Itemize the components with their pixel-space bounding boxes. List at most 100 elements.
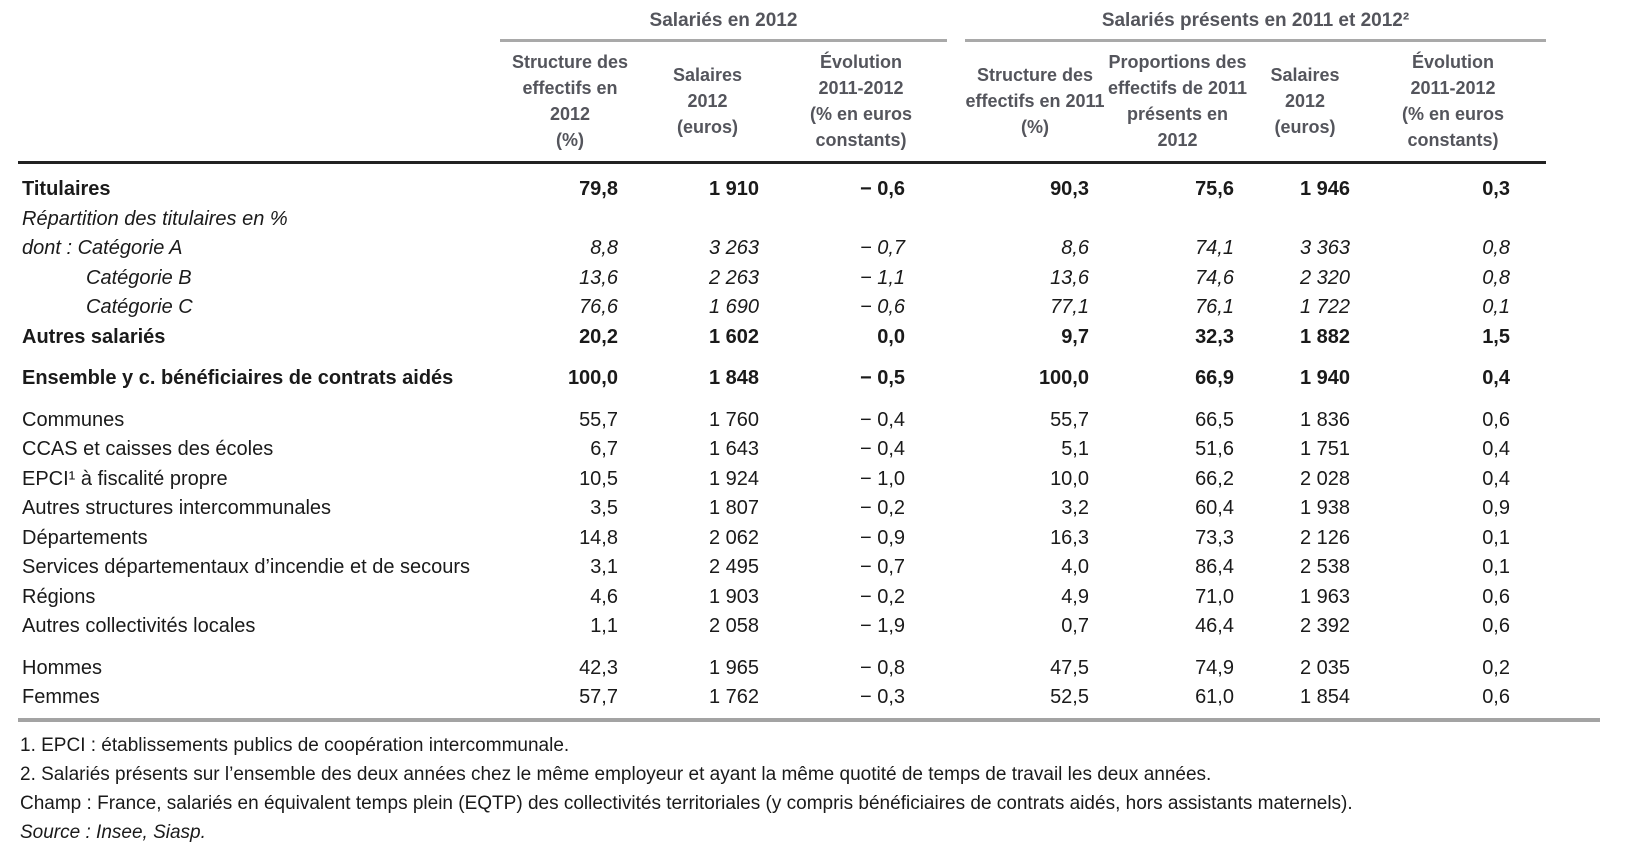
cell: 0,1: [1482, 556, 1510, 578]
footnote-1: 1. EPCI : établissements publics de coop…: [20, 735, 570, 756]
footnote-source: Source : Insee, Siasp.: [20, 822, 206, 843]
column-header: Structure des effectifs en 2011 (%): [965, 40, 1105, 164]
group-spacer: [947, 10, 965, 41]
table-row: Autres structures intercommunales 3,5 1 80…: [18, 493, 1546, 523]
cell: 86,4: [1195, 556, 1234, 578]
cell: − 0,4: [859, 438, 905, 460]
cell: 2 035: [1299, 656, 1350, 679]
cell: 0,6: [1482, 408, 1510, 431]
row-label: Services départementaux d’incendie et de…: [22, 556, 471, 578]
column-header: Structure des effectifs en 2012 (%): [500, 40, 640, 164]
cell: 1 938: [1299, 497, 1350, 519]
cell: 0,3: [1482, 178, 1510, 200]
cell: 1 751: [1299, 438, 1350, 460]
cell: 1 722: [1299, 296, 1350, 318]
cell: 14,8: [579, 526, 618, 549]
cell: 52,5: [1050, 686, 1089, 708]
cell: − 0,2: [859, 585, 905, 608]
row-spacer: [947, 582, 965, 612]
cell: 0,1: [1482, 296, 1510, 318]
cell: 0,4: [1482, 367, 1510, 389]
table-row: Communes 55,7 1 760 − 0,4 55,7 66,5 1 836 0,6: [18, 393, 1546, 435]
cell: 0,6: [1482, 686, 1510, 708]
cell: 1 836: [1299, 408, 1350, 431]
footnote-2: 2. Salariés présents sur l’ensemble des …: [20, 764, 1212, 785]
cell: 3,1: [590, 556, 618, 578]
cell: 2 028: [1299, 467, 1350, 490]
table-row: Catégorie B 13,6 2 263 − 1,1 13,6 74,6 2 320 0,…: [18, 263, 1546, 293]
row-label: Femmes: [22, 686, 100, 708]
cell: 1 643: [708, 438, 759, 460]
cell: − 0,7: [859, 237, 905, 259]
cell: 2 320: [1299, 266, 1350, 289]
table-body: Titulaires 79,8 1 910 − 0,6 90,3 75,6 1 946 0,3…: [18, 163, 1546, 719]
row-spacer: [947, 464, 965, 494]
cell: 1 854: [1299, 686, 1350, 708]
cell: − 0,6: [859, 178, 905, 200]
cell: 61,0: [1195, 686, 1234, 708]
cell: 4,0: [1061, 556, 1089, 578]
row-spacer: [947, 552, 965, 582]
column-spacer: [947, 40, 965, 164]
row-spacer: [947, 393, 965, 435]
cell: 0,0: [877, 325, 905, 348]
row-label: Régions: [22, 585, 96, 608]
cell: − 0,8: [859, 656, 905, 679]
table-row: Départements 14,8 2 062 − 0,9 16,3 73,3 2 126 0…: [18, 523, 1546, 553]
column-header-row: Structure des effectifs en 2012 (%) Salai…: [18, 40, 1546, 164]
group-header: Salariés présents en 2011 et 2012²: [965, 10, 1546, 42]
cell: 1 940: [1299, 367, 1350, 389]
cell: 32,3: [1195, 325, 1234, 348]
cell: 1 910: [708, 178, 759, 200]
cell: 76,1: [1195, 296, 1234, 318]
row-label: Répartition des titulaires en %: [22, 207, 288, 230]
row-spacer: [947, 322, 965, 352]
row-spacer: [947, 641, 965, 683]
table-row: Répartition des titulaires en %: [18, 204, 1546, 234]
group-header-row: Salariés en 2012 Salariés présents en 201…: [18, 10, 1546, 164]
row-label: Catégorie C: [86, 296, 193, 318]
row-label: Autres structures intercommunales: [22, 497, 332, 519]
cell: 1 924: [708, 467, 759, 490]
row-spacer: [947, 292, 965, 322]
row-spacer: [947, 434, 965, 464]
row-spacer: [947, 204, 965, 234]
cell: 3,5: [590, 497, 618, 519]
cell: 0,7: [1061, 615, 1089, 637]
table-row: Ensemble y c. bénéficiaires de contrats …: [18, 351, 1546, 393]
row-label: dont : Catégorie A: [22, 237, 183, 259]
row-label: Autres collectivités locales: [22, 615, 256, 637]
table-row: Services départementaux d’incendie et de…: [18, 552, 1546, 582]
cell: 0,1: [1482, 526, 1510, 549]
cell: − 0,2: [859, 497, 905, 519]
cell: 2 062: [708, 526, 759, 549]
cell: 1,1: [590, 615, 618, 637]
cell: 66,2: [1195, 467, 1234, 490]
cell: 1 807: [708, 497, 759, 519]
cell: 0,2: [1482, 656, 1510, 679]
cell: 66,5: [1195, 408, 1234, 431]
footnotes: 1. EPCI : établissements publics de coop…: [18, 731, 1638, 847]
cell: 74,6: [1195, 266, 1234, 289]
table-row: CCAS et caisses des écoles 6,7 1 643 − 0,4 5…: [18, 434, 1546, 464]
row-label: Hommes: [22, 656, 103, 679]
cell: 6,7: [590, 438, 618, 460]
row-spacer: [947, 523, 965, 553]
column-header: Évolution 2011-2012 (% en euros constant…: [775, 40, 947, 164]
cell: 0,4: [1482, 467, 1510, 490]
cell: 55,7: [1050, 408, 1089, 431]
cell: 1 903: [708, 585, 759, 608]
column-header: Évolution 2011-2012 (% en euros constant…: [1360, 40, 1546, 164]
cell: 79,8: [579, 178, 618, 200]
table-row: Hommes 42,3 1 965 − 0,8 47,5 74,9 2 035 0,2: [18, 641, 1546, 683]
group-header: Salariés en 2012: [500, 10, 947, 42]
row-label-header: [18, 10, 500, 164]
cell: 9,7: [1061, 325, 1089, 348]
cell: 51,6: [1195, 438, 1234, 460]
cell: 71,0: [1195, 585, 1234, 608]
cell: 47,5: [1050, 656, 1089, 679]
table-row: Régions 4,6 1 903 − 0,2 4,9 71,0 1 963 0,6: [18, 582, 1546, 612]
cell: [1250, 204, 1360, 234]
row-label: Titulaires: [22, 178, 111, 200]
cell: 77,1: [1050, 296, 1089, 318]
